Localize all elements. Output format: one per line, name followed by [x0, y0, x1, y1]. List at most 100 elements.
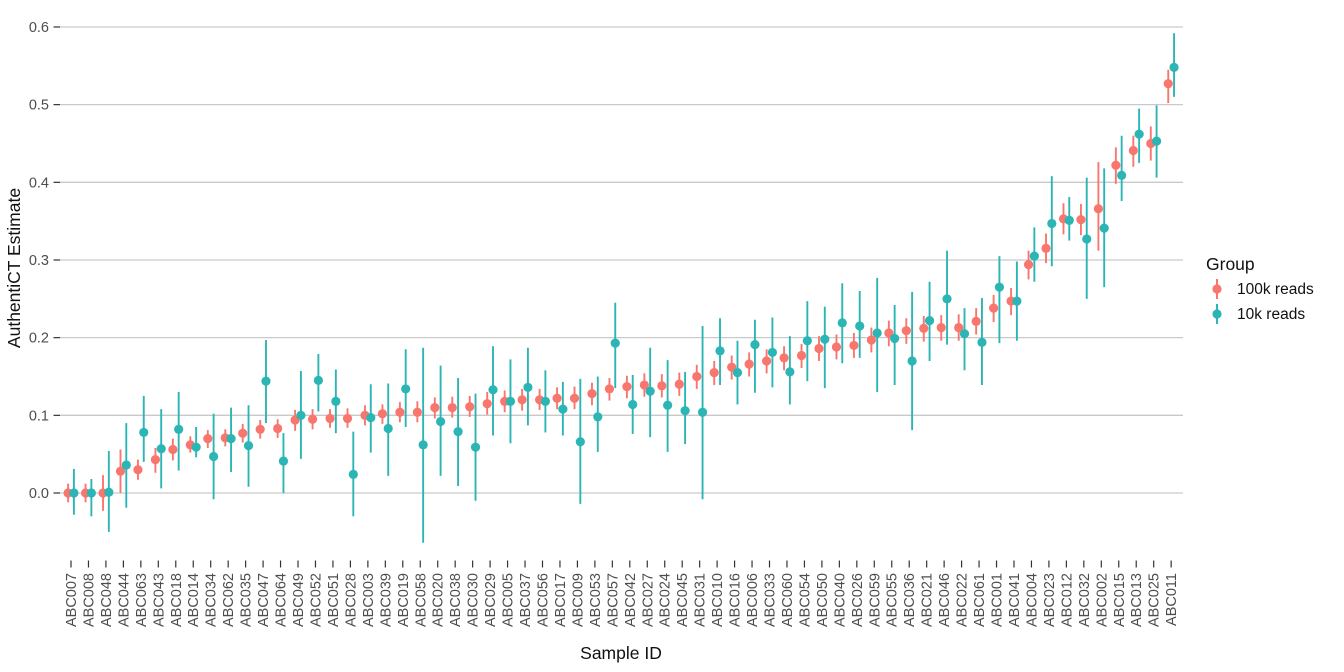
x-tick-label-ABC002: ABC002: [1094, 573, 1110, 627]
point-ABC036-t: [907, 356, 917, 366]
x-tick-label-ABC011: ABC011: [1164, 573, 1180, 626]
y-tick-label: 0.2: [29, 331, 49, 347]
point-ABC040-t: [837, 318, 847, 328]
x-tick-label-ABC048: ABC048: [99, 573, 115, 627]
x-tick-label-ABC046: ABC046: [937, 573, 953, 627]
y-tick-label: 0.3: [29, 253, 49, 269]
point-ABC022-r: [954, 322, 964, 333]
x-tick-label-ABC060: ABC060: [780, 573, 796, 627]
x-tick-label-ABC013: ABC013: [1129, 573, 1145, 627]
x-tick-label-ABC053: ABC053: [588, 573, 604, 627]
y-axis-title: AuthentiCT Estimate: [4, 188, 24, 348]
point-ABC058-r: [412, 407, 422, 417]
x-tick-label-ABC040: ABC040: [832, 573, 848, 627]
point-ABC032-t: [1082, 234, 1092, 244]
x-tick-label-ABC042: ABC042: [623, 573, 639, 627]
point-ABC011-r: [1163, 79, 1173, 89]
x-tick-label-ABC027: ABC027: [640, 573, 656, 627]
point-ABC060-r: [779, 353, 789, 363]
point-ABC013-t: [1134, 129, 1144, 139]
point-ABC014-t: [191, 442, 201, 452]
x-tick-label-ABC050: ABC050: [815, 573, 831, 627]
point-ABC043-t: [156, 444, 166, 454]
point-ABC064-t: [278, 456, 289, 466]
x-tick-label-ABC032: ABC032: [1077, 573, 1093, 627]
point-ABC012-t: [1064, 215, 1074, 225]
point-ABC043-r: [150, 455, 161, 465]
point-ABC016-t: [732, 368, 743, 378]
point-ABC064-r: [273, 423, 283, 434]
x-tick-label-ABC006: ABC006: [745, 573, 761, 627]
x-tick-label-ABC008: ABC008: [81, 573, 97, 627]
point-ABC016-r: [727, 362, 737, 372]
legend-key-100k-reads-icon: [1212, 279, 1222, 299]
point-ABC027-r: [639, 380, 649, 390]
point-ABC001-r: [989, 303, 999, 313]
point-ABC029-r: [482, 399, 492, 409]
x-tick-label-ABC012: ABC012: [1059, 573, 1075, 627]
point-ABC015-r: [1111, 160, 1121, 170]
y-tick-label: 0.6: [29, 20, 49, 36]
point-ABC009-t: [575, 437, 585, 447]
legend: Group 100k reads 10k reads: [1206, 254, 1314, 324]
point-ABC004-t: [1029, 251, 1039, 261]
point-ABC060-t: [785, 367, 795, 377]
x-tick-label-ABC026: ABC026: [850, 573, 866, 627]
x-tick-label-ABC003: ABC003: [361, 573, 377, 627]
point-ABC063-r: [133, 465, 143, 475]
point-ABC002-t: [1099, 223, 1109, 233]
x-tick-label-ABC037: ABC037: [518, 573, 534, 627]
x-tick-label-ABC034: ABC034: [204, 573, 220, 627]
x-tick-label-ABC035: ABC035: [239, 573, 255, 627]
x-tick-label-ABC007: ABC007: [64, 573, 80, 627]
x-tick-label-ABC009: ABC009: [570, 573, 586, 627]
point-ABC036-r: [901, 326, 911, 336]
point-ABC021-r: [919, 323, 929, 333]
point-ABC033-t: [767, 347, 778, 358]
x-tick-label-ABC044: ABC044: [116, 573, 132, 627]
x-tick-label-ABC061: ABC061: [972, 573, 988, 627]
x-tick-label-ABC033: ABC033: [763, 573, 779, 627]
point-ABC034-t: [209, 451, 219, 462]
x-tick-label-ABC017: ABC017: [553, 573, 569, 627]
point-ABC055-r: [884, 328, 894, 338]
point-ABC028-r: [342, 413, 353, 424]
x-tick-label-ABC031: ABC031: [693, 573, 709, 627]
x-tick-label-ABC057: ABC057: [605, 573, 621, 627]
legend-label-100k-reads: 100k reads: [1237, 281, 1314, 298]
point-ABC022-t: [959, 329, 970, 339]
x-tick-label-ABC038: ABC038: [448, 573, 464, 627]
point-ABC031-r: [692, 371, 702, 382]
point-ABC061-r: [971, 316, 981, 326]
point-ABC038-r: [447, 402, 457, 413]
point-ABC031-t: [697, 407, 708, 417]
point-ABC047-t: [261, 376, 271, 386]
point-ABC037-t: [523, 382, 533, 392]
x-tick-label-ABC063: ABC063: [134, 573, 150, 627]
point-ABC017-r: [552, 393, 562, 403]
legend-label-10k-reads: 10k reads: [1237, 306, 1305, 323]
point-ABC005-t: [505, 396, 516, 406]
x-tick-label-ABC029: ABC029: [483, 573, 499, 627]
x-tick-label-ABC005: ABC005: [501, 573, 517, 627]
point-ABC048-t: [104, 487, 114, 497]
point-ABC030-r: [465, 402, 475, 412]
point-ABC010-r: [709, 368, 719, 378]
x-tick-label-ABC010: ABC010: [710, 573, 726, 627]
x-axis-title: Sample ID: [580, 643, 662, 663]
x-tick-label-ABC020: ABC020: [431, 573, 447, 627]
point-ABC015-t: [1117, 170, 1127, 180]
point-ABC007-t: [69, 488, 79, 498]
point-ABC018-r: [168, 444, 178, 455]
point-ABC028-t: [348, 469, 358, 479]
point-ABC046-t: [942, 294, 952, 304]
point-ABC040-r: [831, 342, 842, 352]
point-ABC053-t: [593, 412, 603, 422]
point-ABC023-r: [1041, 243, 1051, 253]
point-ABC026-t: [855, 321, 865, 331]
point-ABC039-t: [383, 423, 393, 434]
point-ABC055-t: [890, 333, 900, 344]
y-tick-label: 0.0: [29, 486, 49, 502]
